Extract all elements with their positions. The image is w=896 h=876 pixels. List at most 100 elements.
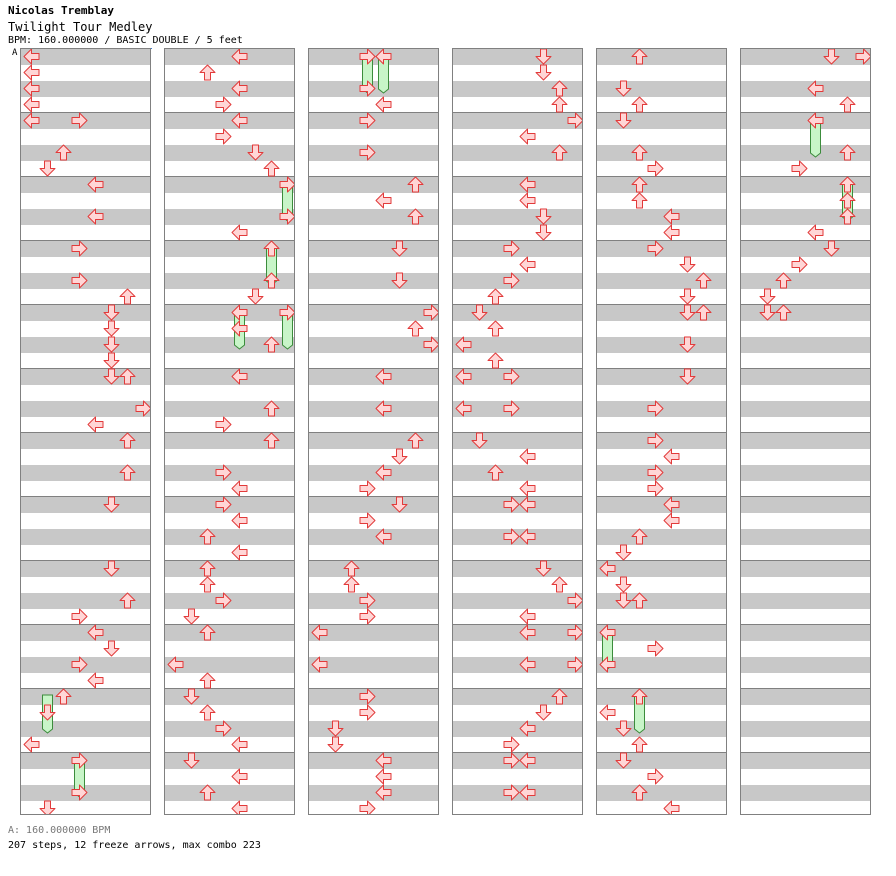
step-arrow-up bbox=[775, 272, 792, 289]
measure-line bbox=[309, 624, 438, 625]
step-arrow-down bbox=[471, 432, 488, 449]
step-arrow-left bbox=[455, 368, 472, 385]
step-arrow-left bbox=[23, 49, 40, 65]
step-arrow-up bbox=[263, 240, 280, 257]
step-arrow-down bbox=[823, 49, 840, 65]
chart-column-2 bbox=[164, 48, 295, 815]
measure-line bbox=[597, 496, 726, 497]
step-arrow-left bbox=[519, 192, 536, 209]
step-arrow-up bbox=[199, 64, 216, 81]
step-arrow-up bbox=[631, 688, 648, 705]
step-arrow-up bbox=[263, 272, 280, 289]
measure-line bbox=[21, 432, 150, 433]
step-arrow-right bbox=[71, 752, 88, 769]
measure-line bbox=[597, 240, 726, 241]
step-arrow-up bbox=[487, 288, 504, 305]
step-arrow-right bbox=[423, 336, 438, 353]
measure-line bbox=[165, 240, 294, 241]
step-arrow-up bbox=[631, 144, 648, 161]
measure-line bbox=[741, 432, 870, 433]
step-arrow-down bbox=[183, 752, 200, 769]
step-arrow-up bbox=[55, 144, 72, 161]
step-arrow-left bbox=[375, 192, 392, 209]
step-arrow-left bbox=[519, 448, 536, 465]
measure-line bbox=[21, 496, 150, 497]
measure-line bbox=[21, 240, 150, 241]
step-arrow-right bbox=[503, 368, 520, 385]
step-arrow-right bbox=[359, 688, 376, 705]
measure-line bbox=[21, 176, 150, 177]
step-arrow-up bbox=[631, 96, 648, 113]
step-arrow-left bbox=[519, 176, 536, 193]
step-arrow-down bbox=[615, 112, 632, 129]
measure-line bbox=[741, 368, 870, 369]
step-arrow-left bbox=[231, 80, 248, 97]
chart-info: BPM: 160.000000 / BASIC DOUBLE / 5 feet bbox=[8, 35, 243, 46]
step-arrow-left bbox=[663, 512, 680, 529]
step-arrow-up bbox=[119, 464, 136, 481]
measure-line bbox=[453, 176, 582, 177]
measure-line bbox=[21, 112, 150, 113]
step-arrow-down bbox=[679, 288, 696, 305]
step-arrow-down bbox=[327, 720, 344, 737]
measure-line bbox=[309, 688, 438, 689]
step-arrow-left bbox=[231, 224, 248, 241]
measure-line bbox=[741, 176, 870, 177]
step-arrow-left bbox=[455, 336, 472, 353]
step-arrow-up bbox=[631, 528, 648, 545]
step-arrow-left bbox=[87, 672, 104, 689]
step-arrow-up bbox=[775, 304, 792, 321]
measure-line bbox=[165, 496, 294, 497]
step-arrow-left bbox=[231, 512, 248, 529]
step-arrow-up bbox=[631, 49, 648, 65]
measure-line bbox=[165, 560, 294, 561]
measure-line bbox=[741, 240, 870, 241]
step-arrow-left bbox=[663, 208, 680, 225]
step-arrow-right bbox=[215, 128, 232, 145]
step-arrow-right bbox=[503, 272, 520, 289]
step-arrow-right bbox=[567, 624, 582, 641]
step-arrow-left bbox=[231, 304, 248, 321]
step-arrow-right bbox=[215, 464, 232, 481]
step-arrow-left bbox=[519, 480, 536, 497]
step-arrow-right bbox=[279, 304, 294, 321]
step-arrow-down bbox=[535, 560, 552, 577]
step-arrow-down bbox=[39, 704, 56, 721]
step-arrow-right bbox=[215, 416, 232, 433]
step-arrow-left bbox=[599, 704, 616, 721]
measure-line bbox=[453, 112, 582, 113]
step-arrow-right bbox=[503, 528, 520, 545]
step-arrow-left bbox=[231, 320, 248, 337]
step-arrow-down bbox=[615, 576, 632, 593]
measure-line bbox=[309, 176, 438, 177]
step-arrow-left bbox=[663, 224, 680, 241]
step-arrow-left bbox=[807, 224, 824, 241]
measure-line bbox=[741, 688, 870, 689]
step-arrow-up bbox=[487, 352, 504, 369]
step-arrow-up bbox=[551, 688, 568, 705]
step-arrow-left bbox=[375, 400, 392, 417]
step-arrow-right bbox=[359, 80, 376, 97]
step-arrow-right bbox=[359, 112, 376, 129]
step-arrow-left bbox=[599, 624, 616, 641]
step-arrow-up bbox=[119, 592, 136, 609]
step-arrow-up bbox=[631, 784, 648, 801]
measure-line bbox=[453, 304, 582, 305]
step-arrow-left bbox=[87, 416, 104, 433]
step-arrow-right bbox=[359, 144, 376, 161]
step-arrow-up bbox=[199, 560, 216, 577]
step-arrow-left bbox=[375, 768, 392, 785]
step-arrow-left bbox=[87, 624, 104, 641]
step-arrow-left bbox=[231, 112, 248, 129]
step-arrow-left bbox=[599, 656, 616, 673]
step-arrow-up bbox=[55, 688, 72, 705]
step-arrow-right bbox=[567, 112, 582, 129]
step-arrow-right bbox=[503, 784, 520, 801]
measure-line bbox=[309, 496, 438, 497]
step-arrow-left bbox=[231, 544, 248, 561]
measure-line bbox=[597, 368, 726, 369]
step-arrow-left bbox=[311, 656, 328, 673]
step-arrow-right bbox=[503, 752, 520, 769]
measure-line bbox=[597, 752, 726, 753]
step-arrow-right bbox=[647, 464, 664, 481]
